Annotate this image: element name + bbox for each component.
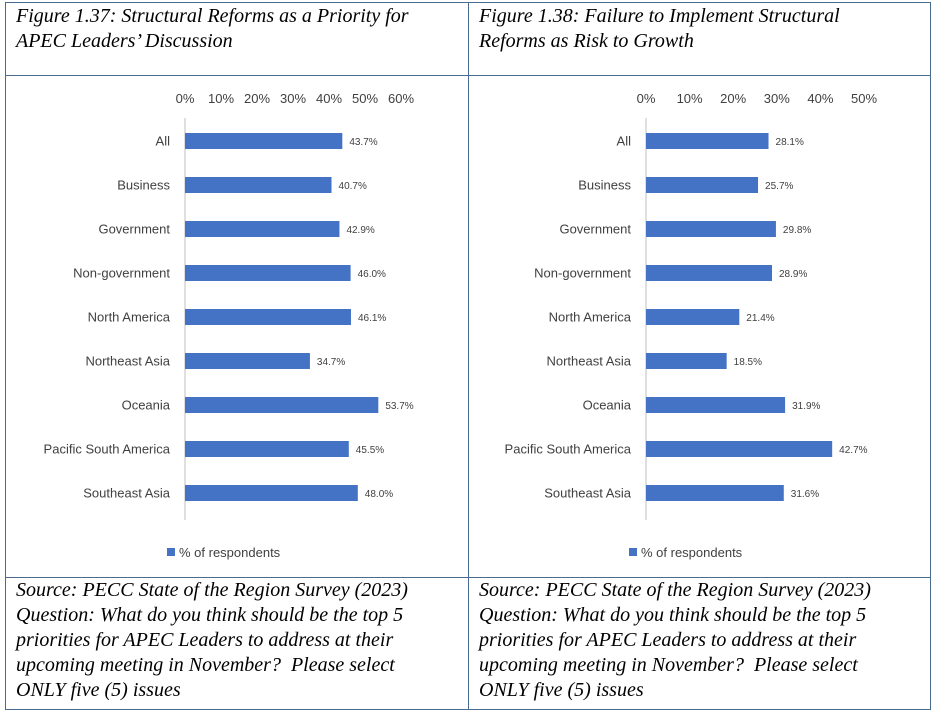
x-tick-label: 30% <box>280 91 306 106</box>
x-tick-label: 20% <box>720 91 746 106</box>
x-tick-label: 40% <box>807 91 833 106</box>
legend-label: % of respondents <box>641 545 743 560</box>
right-source-note: Source: PECC State of the Region Survey … <box>479 579 871 701</box>
right-figure-title: Figure 1.38: Failure to Implement Struct… <box>479 5 840 52</box>
data-label: 34.7% <box>317 357 345 368</box>
bar <box>185 133 343 149</box>
data-label: 31.9% <box>792 401 820 412</box>
x-tick-label: 10% <box>208 91 234 106</box>
data-label: 29.8% <box>783 225 811 236</box>
x-tick-label: 40% <box>316 91 342 106</box>
data-label: 42.9% <box>346 225 374 236</box>
category-label: Pacific South America <box>505 442 632 457</box>
data-label: 31.6% <box>791 489 819 500</box>
left-source-note: Source: PECC State of the Region Survey … <box>16 579 408 701</box>
data-label: 28.1% <box>776 137 804 148</box>
category-label: Southeast Asia <box>83 486 170 501</box>
x-tick-label: 20% <box>244 91 270 106</box>
chart-structural-reforms-priority: 0% 10% 20% 30% 40% 50% 60% All 43.7% Business 40.7… <box>44 91 415 560</box>
data-label: 43.7% <box>349 137 377 148</box>
bar <box>646 485 784 501</box>
x-tick-label: 50% <box>851 91 877 106</box>
data-label: 48.0% <box>365 489 393 500</box>
category-label: Government <box>98 222 170 237</box>
legend-swatch <box>629 548 637 556</box>
category-label: Non-government <box>73 266 170 281</box>
data-label: 53.7% <box>385 401 413 412</box>
data-label: 21.4% <box>746 313 774 324</box>
bar <box>185 485 358 501</box>
source-divider <box>6 577 930 578</box>
bar <box>646 397 786 413</box>
category-label: Pacific South America <box>44 442 171 457</box>
x-tick-label: 60% <box>388 91 414 106</box>
bar <box>646 265 773 281</box>
bar <box>646 177 759 193</box>
data-label: 25.7% <box>765 181 793 192</box>
data-label: 46.0% <box>358 269 386 280</box>
bar <box>185 397 379 413</box>
title-divider <box>6 75 930 76</box>
bar <box>185 265 351 281</box>
bar <box>185 221 340 237</box>
x-tick-label: 0% <box>637 91 656 106</box>
category-label: Government <box>559 222 631 237</box>
x-tick-label: 0% <box>176 91 195 106</box>
category-label: Non-government <box>534 266 631 281</box>
data-label: 46.1% <box>358 313 386 324</box>
data-label: 28.9% <box>779 269 807 280</box>
figure-table <box>5 2 931 710</box>
data-label: 45.5% <box>356 445 384 456</box>
category-label: All <box>617 134 632 149</box>
bar <box>646 441 833 457</box>
chart-failure-risk-to-growth: 0% 10% 20% 30% 40% 50% All 28.1% Business 25.7% Go… <box>505 91 878 560</box>
legend-swatch <box>167 548 175 556</box>
category-label: North America <box>549 310 632 325</box>
x-tick-label: 10% <box>677 91 703 106</box>
category-label: Oceania <box>583 398 632 413</box>
category-label: Business <box>117 178 170 193</box>
bar <box>646 133 769 149</box>
category-label: Business <box>578 178 631 193</box>
x-tick-label: 30% <box>764 91 790 106</box>
category-label: All <box>156 134 171 149</box>
category-label: Northeast Asia <box>546 354 631 369</box>
left-figure-title: Figure 1.37: Structural Reforms as a Pri… <box>16 5 409 52</box>
data-label: 18.5% <box>734 357 762 368</box>
category-label: Southeast Asia <box>544 486 631 501</box>
bar <box>646 221 776 237</box>
bar <box>185 177 332 193</box>
bar <box>646 309 740 325</box>
bar <box>646 353 727 369</box>
data-label: 40.7% <box>339 181 367 192</box>
legend-label: % of respondents <box>179 545 281 560</box>
column-divider <box>468 3 469 709</box>
bar <box>185 353 310 369</box>
category-label: North America <box>88 310 171 325</box>
bar <box>185 309 351 325</box>
bar <box>185 441 349 457</box>
data-label: 42.7% <box>839 445 867 456</box>
category-label: Oceania <box>122 398 171 413</box>
category-label: Northeast Asia <box>85 354 170 369</box>
x-tick-label: 50% <box>352 91 378 106</box>
